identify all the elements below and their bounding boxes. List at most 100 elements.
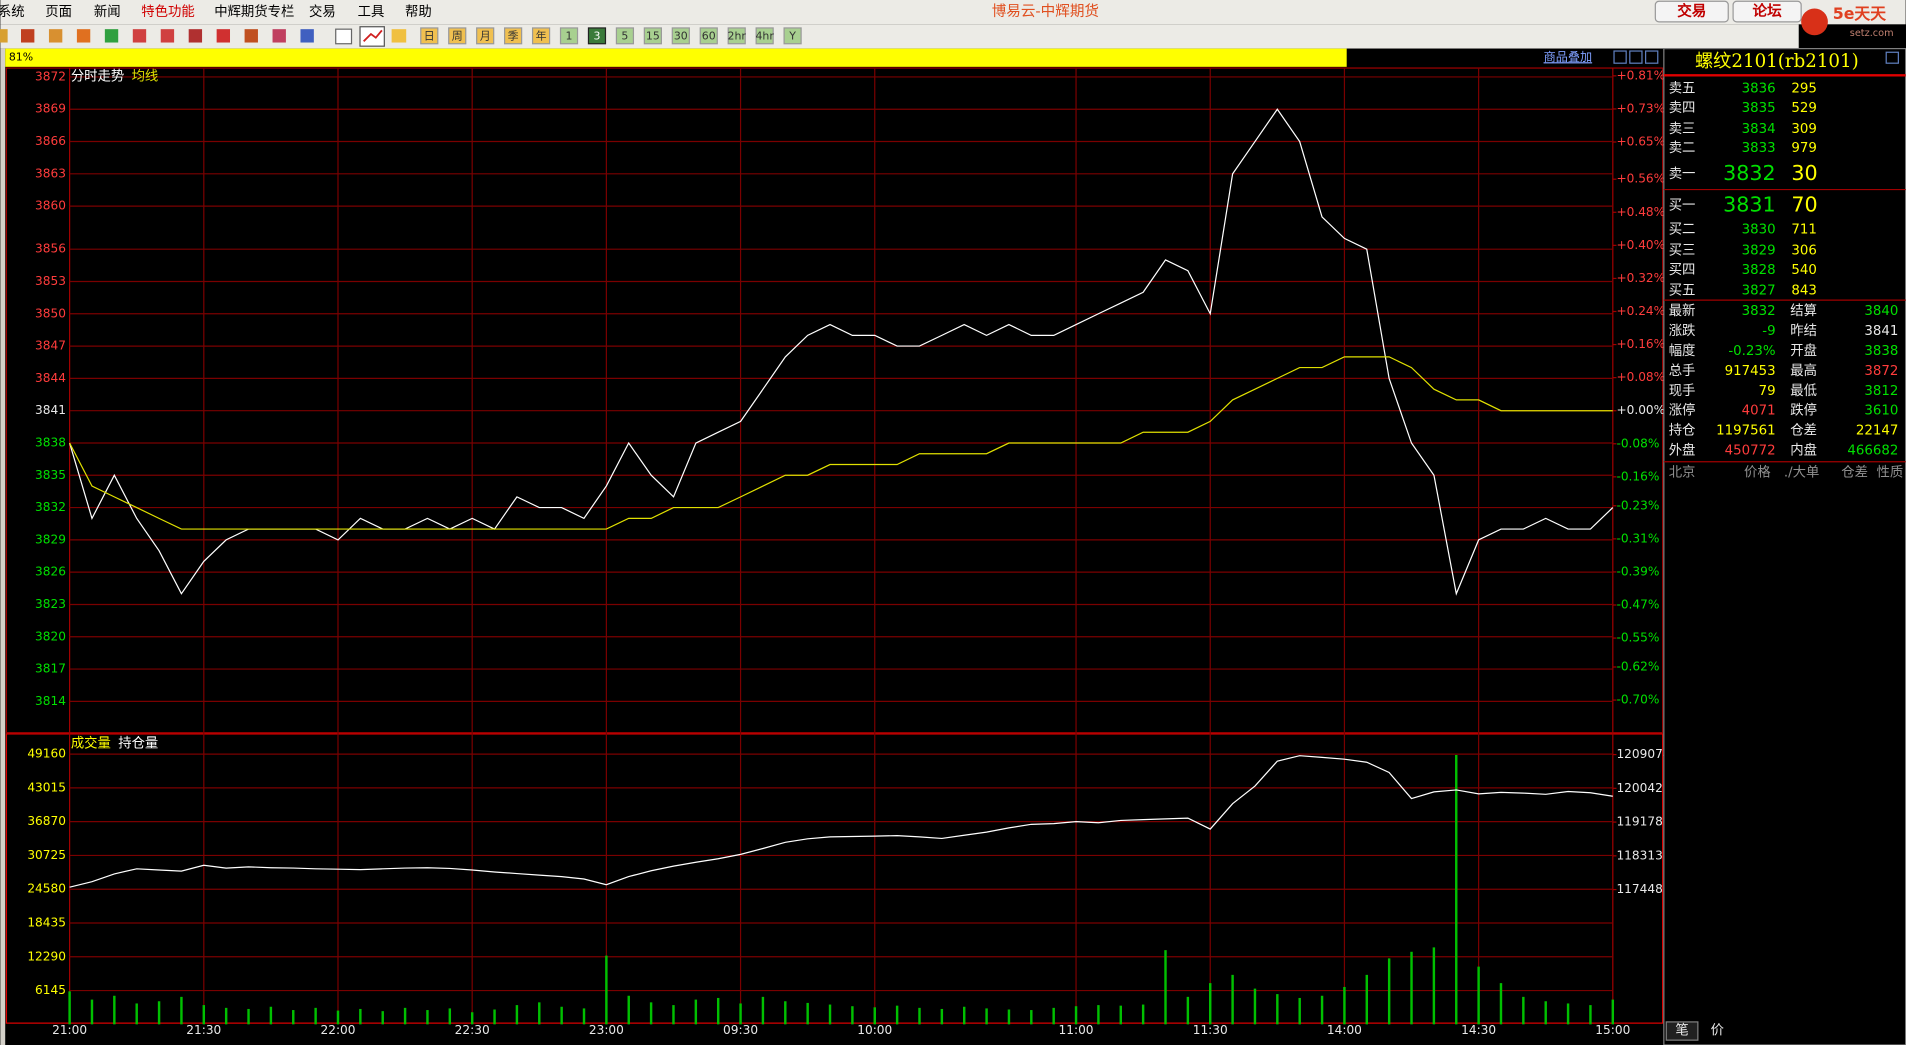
volume-bar [426, 1010, 429, 1025]
period-button-label[interactable]: 1 [566, 29, 573, 42]
y-tick-label: 30725 [27, 848, 66, 862]
y-tick-label: 3853 [35, 274, 66, 288]
period-button[interactable] [783, 27, 802, 45]
period-button[interactable] [420, 27, 439, 45]
icon[interactable] [216, 29, 231, 43]
icon[interactable] [76, 29, 91, 43]
legend-label: 持仓量 [118, 736, 158, 752]
period-button-label[interactable]: 2hr [728, 29, 747, 42]
y-tick-label: 3835 [35, 468, 66, 482]
volume-bar [1164, 950, 1167, 1025]
period-button-label[interactable]: 月 [480, 29, 491, 42]
tab[interactable] [1665, 1021, 1699, 1041]
tab-label[interactable]: 笔 [1675, 1022, 1688, 1038]
icon[interactable] [0, 29, 8, 43]
book-volume: 70 [1791, 192, 1817, 216]
menu-item[interactable]: 工具 [358, 5, 385, 20]
period-button[interactable] [531, 27, 551, 45]
menu-item[interactable]: 帮助 [405, 4, 432, 20]
y-tick-label: 3838 [35, 435, 66, 449]
book-price: 3832 [1723, 161, 1776, 185]
period-button[interactable] [587, 27, 607, 45]
period-button[interactable] [643, 27, 662, 45]
period-button-label[interactable]: 4hr [755, 29, 774, 42]
trade-button-label[interactable]: 交易 [1677, 2, 1706, 20]
window-button[interactable] [1629, 50, 1643, 64]
window-button[interactable] [1645, 50, 1659, 64]
volume-bar [694, 999, 698, 1025]
y2-tick-label: 1174486 [1616, 882, 1670, 896]
volume-bar [470, 1012, 474, 1025]
period-button-label[interactable]: 5 [621, 29, 628, 42]
icon[interactable] [160, 29, 175, 43]
volume-bar [1589, 1005, 1592, 1025]
overlay-link[interactable]: 商品叠加 [1544, 49, 1593, 64]
menu-item[interactable]: 交易 [309, 3, 336, 20]
period-button-label[interactable]: 季 [508, 29, 519, 42]
period-button[interactable] [755, 27, 774, 45]
volume-bar [515, 1005, 519, 1025]
book-volume: 529 [1791, 101, 1817, 116]
menu-item[interactable]: 中辉期货专栏 [214, 3, 294, 20]
volume-bar [895, 1005, 899, 1025]
period-button[interactable] [727, 27, 746, 45]
period-button-label[interactable]: 60 [702, 29, 716, 42]
y2-tick-label: -0.23% [1616, 498, 1659, 512]
tick-header: 价格 [1744, 465, 1771, 481]
period-button-label[interactable]: 周 [452, 29, 463, 42]
period-button-label[interactable]: 30 [674, 29, 688, 42]
x-tick-label: 10:00 [857, 1023, 892, 1037]
panel-button[interactable] [1885, 51, 1899, 64]
period-button-label[interactable]: 年 [536, 28, 547, 42]
forum-button[interactable] [1732, 0, 1802, 23]
menu-item[interactable]: 页面 [45, 5, 72, 20]
period-button[interactable] [448, 27, 467, 45]
icon[interactable] [272, 29, 286, 43]
period-button[interactable] [671, 27, 690, 45]
icon-selected[interactable] [359, 26, 385, 47]
period-button-label[interactable]: Y [788, 29, 796, 42]
book-label: 买三 [1669, 242, 1696, 258]
icon[interactable] [244, 29, 258, 43]
period-button[interactable] [559, 27, 579, 45]
icon[interactable] [48, 29, 63, 43]
icon[interactable] [335, 28, 353, 45]
icon[interactable] [132, 29, 147, 43]
volume-bar [448, 1008, 452, 1025]
y2-tick-label: +0.00% [1616, 403, 1665, 417]
stat-value: 1197561 [1716, 424, 1776, 439]
menu-item[interactable]: 新闻 [94, 4, 121, 20]
volume-bar [1298, 997, 1301, 1025]
period-button-label[interactable]: 3 [593, 29, 600, 42]
stat-label: 涨跌 [1669, 323, 1696, 339]
period-button[interactable] [476, 27, 495, 45]
period-button-label[interactable]: 日 [424, 29, 435, 42]
icon[interactable] [188, 29, 203, 43]
menu-item[interactable]: 特色功能 [141, 3, 194, 20]
legend-label: 均线 [132, 69, 159, 85]
stat-value: 3840 [1864, 304, 1898, 319]
icon[interactable] [300, 29, 314, 43]
volume-bar [672, 1005, 675, 1025]
menu-item[interactable]: 系统 [0, 4, 25, 20]
y2-tick-label: 1200427 [1616, 781, 1670, 795]
volume-bar [1276, 994, 1279, 1025]
icon[interactable] [104, 29, 119, 43]
stat-label: 最低 [1790, 383, 1817, 399]
volume-bar [381, 1011, 384, 1025]
period-button[interactable] [504, 27, 523, 45]
x-tick-label: 21:00 [52, 1023, 87, 1037]
volume-bar [985, 1008, 988, 1025]
tab-label[interactable]: 价 [1711, 1023, 1724, 1038]
y-tick-label: 36870 [27, 814, 66, 828]
forum-button-label[interactable]: 论坛 [1753, 2, 1783, 20]
trade-button[interactable] [1654, 0, 1729, 23]
period-button-label[interactable]: 15 [646, 29, 660, 42]
icon[interactable] [21, 29, 35, 43]
period-button[interactable] [699, 27, 718, 45]
book-volume: 306 [1791, 243, 1817, 258]
icon[interactable] [391, 29, 407, 43]
window-button[interactable] [1613, 50, 1627, 64]
period-button[interactable] [615, 27, 635, 45]
volume-bar [538, 1002, 541, 1025]
